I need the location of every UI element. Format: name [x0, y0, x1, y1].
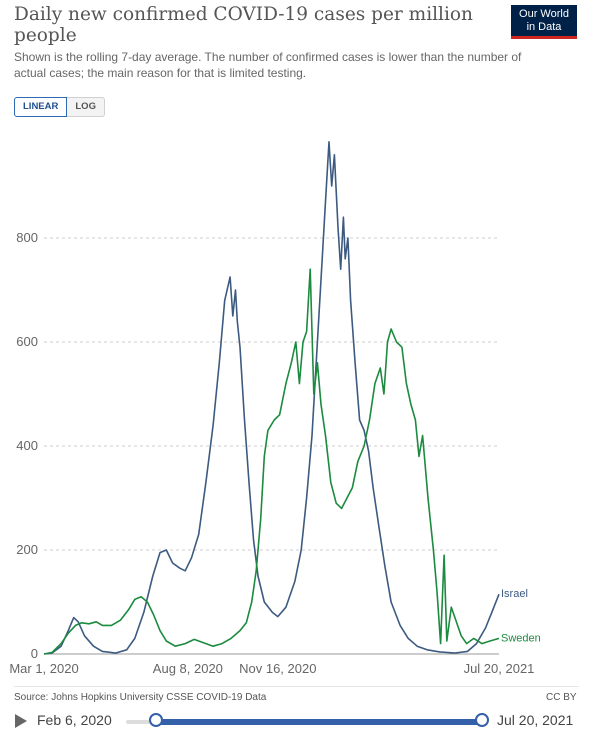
y-tick-label: 800 [16, 230, 38, 245]
x-tick-label: Nov 16, 2020 [239, 661, 316, 676]
logo-line-1: Our World [519, 8, 569, 20]
series-label-israel: Israel [501, 588, 528, 600]
y-tick-label: 0 [31, 646, 38, 661]
chart-subtitle: Shown is the rolling 7-day average. The … [14, 50, 522, 80]
timeline-start-label: Feb 6, 2020 [37, 712, 112, 728]
logo-line-2: in Data [526, 20, 562, 33]
grid-lines [44, 237, 499, 655]
linear-scale-button[interactable]: LINEAR [14, 97, 68, 117]
x-tick-label: Jul 20, 2021 [464, 661, 535, 676]
series-line-sweden [43, 268, 500, 655]
series-lines [43, 141, 500, 655]
tick-labels: 0 200 400 600 800 Mar 1, 2020 Aug 8, 2020 Nov 1… [9, 230, 540, 676]
footer-divider [14, 686, 579, 687]
x-tick-label: Aug 8, 2020 [153, 661, 223, 676]
y-tick-label: 200 [16, 542, 38, 557]
x-tick-label: Mar 1, 2020 [9, 661, 78, 676]
line-chart: 0 200 400 600 800 Mar 1, 2020 Aug 8, 2020 Nov 1… [9, 141, 541, 676]
y-tick-label: 400 [16, 438, 38, 453]
chart-title: Daily new confirmed COVID-19 cases per m… [14, 4, 473, 46]
play-icon[interactable] [15, 714, 27, 728]
timeline-end-label: Jul 20, 2021 [497, 712, 574, 728]
timeline-end-handle[interactable] [475, 713, 489, 727]
series-line-israel [43, 141, 500, 655]
license-link[interactable]: CC BY [546, 692, 577, 703]
y-tick-label: 600 [16, 334, 38, 349]
source-note: Source: Johns Hopkins University CSSE CO… [14, 692, 267, 703]
series-label-sweden: Sweden [501, 632, 541, 644]
scale-toggle: LINEAR LOG [14, 97, 105, 117]
timeline-start-handle[interactable] [148, 713, 163, 727]
timeline-slider: Feb 6, 2020 Jul 20, 2021 [0, 708, 593, 734]
owid-logo[interactable]: Our World in Data [511, 5, 577, 39]
log-scale-button[interactable]: LOG [67, 97, 105, 117]
timeline-selected-range [155, 719, 482, 725]
